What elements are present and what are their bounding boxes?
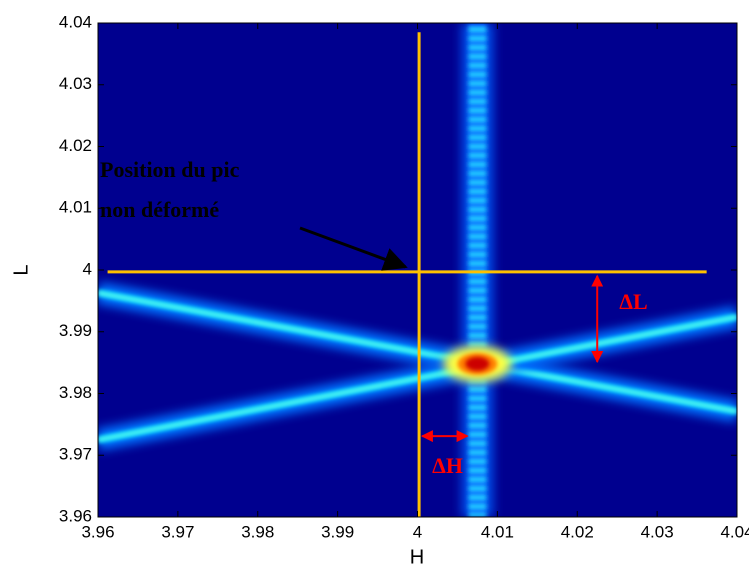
y-tick-label: 4.04 xyxy=(59,12,92,31)
y-tick-label: 3.96 xyxy=(59,506,92,525)
delta-h-label: ΔH xyxy=(432,453,463,478)
x-tick-label: 4.04 xyxy=(720,522,749,541)
peak xyxy=(465,356,490,371)
x-tick-label: 4 xyxy=(413,522,422,541)
x-tick-label: 3.98 xyxy=(241,522,274,541)
vertical-streak xyxy=(468,23,487,517)
y-tick-label: 3.98 xyxy=(59,383,92,402)
y-tick-label: 4.03 xyxy=(59,74,92,93)
y-tick-label: 4.02 xyxy=(59,136,92,155)
x-tick-label: 4.01 xyxy=(481,522,514,541)
map-background xyxy=(98,23,737,517)
x-tick-label: 3.97 xyxy=(161,522,194,541)
y-tick-label: 4.01 xyxy=(59,198,92,217)
streak-core xyxy=(98,291,737,413)
y-tick-label: 3.99 xyxy=(59,321,92,340)
y-tick-label: 3.97 xyxy=(59,445,92,464)
overlay: Position du pic non déformé ΔL ΔH 3.96 3.97 3.… xyxy=(59,12,749,541)
note-arrow xyxy=(299,226,408,271)
x-axis-label: H xyxy=(410,546,424,568)
reference-note: Position du pic xyxy=(100,157,240,182)
delta-l-label: ΔL xyxy=(619,289,647,314)
plot-area xyxy=(98,23,737,517)
x-tick-label: 4.02 xyxy=(561,522,594,541)
reference-note: non déformé xyxy=(100,197,219,222)
y-axis-label: L xyxy=(10,264,32,275)
y-tick-label: 4 xyxy=(83,259,92,278)
x-tick-label: 4.03 xyxy=(641,522,674,541)
streak-core xyxy=(98,315,737,441)
x-tick-label: 3.99 xyxy=(321,522,354,541)
x-tick-label: 3.96 xyxy=(81,522,114,541)
